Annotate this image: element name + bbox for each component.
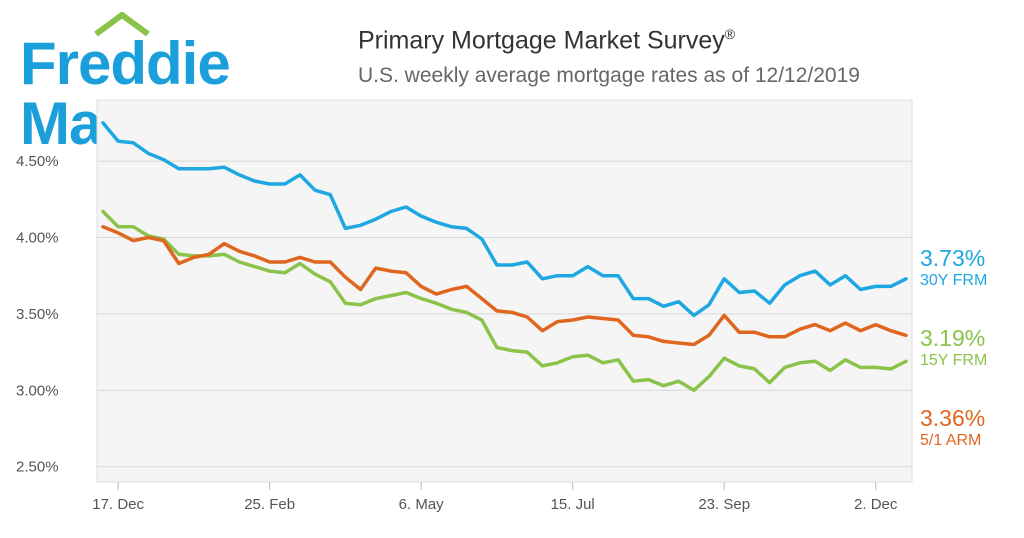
legend-frm30-value: 3.73%: [920, 245, 986, 271]
y-tick-label: 3.50%: [16, 306, 59, 323]
series-line-frm30: [101, 121, 908, 318]
house-roof-icon: [94, 12, 150, 36]
y-tick-label: 4.00%: [16, 230, 59, 247]
x-tick-label: 2. Dec: [854, 496, 898, 513]
x-tick-label: 15. Jul: [551, 496, 595, 513]
legend-arm51: 3.36% 5/1 ARM: [920, 405, 986, 450]
x-tick-label: 23. Sep: [698, 496, 750, 513]
y-tick-label: 2.50%: [16, 459, 59, 476]
legend-arm51-value: 3.36%: [920, 405, 986, 431]
chart-subtitle: U.S. weekly average mortgage rates as of…: [358, 64, 860, 87]
x-tick-label: 6. May: [399, 496, 445, 513]
registered-mark: ®: [724, 26, 736, 42]
series-line-arm51: [101, 225, 908, 347]
chart-title: Primary Mortgage Market Survey®: [358, 26, 735, 55]
series-line-frm15: [101, 209, 908, 393]
chart-title-text: Primary Mortgage Market Survey: [358, 26, 725, 55]
legend-arm51-name: 5/1 ARM: [920, 432, 982, 450]
legend-frm30-name: 30Y FRM: [920, 272, 988, 290]
legend-frm15-value: 3.19%: [920, 325, 986, 351]
y-tick-label: 3.00%: [16, 382, 59, 399]
x-tick-label: 25. Feb: [244, 496, 295, 513]
legend-frm15-name: 15Y FRM: [920, 352, 988, 370]
y-tick-label: 4.50%: [16, 153, 59, 170]
x-tick-label: 17. Dec: [92, 496, 144, 513]
plot-area: [96, 99, 913, 483]
legend-frm30: 3.73% 30Y FRM: [920, 245, 988, 290]
legend-frm15: 3.19% 15Y FRM: [920, 325, 988, 370]
